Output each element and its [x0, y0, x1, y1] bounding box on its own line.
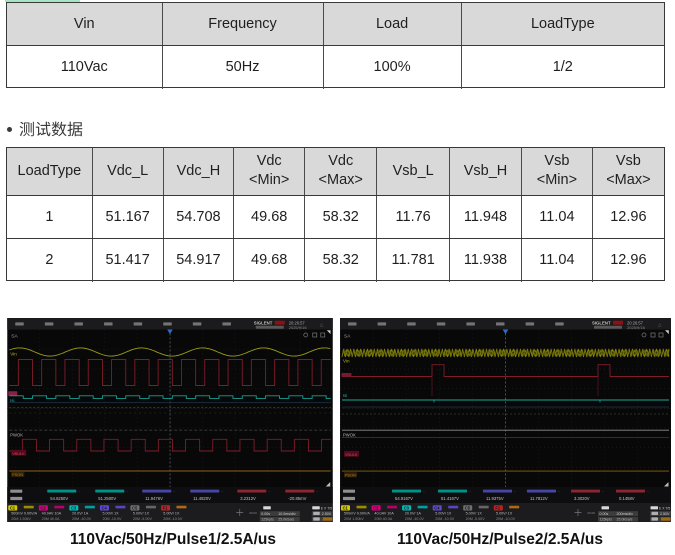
svg-text:11.7812V: 11.7812V [530, 496, 548, 501]
svg-text:25.0kSa/s: 25.0kSa/s [617, 518, 633, 522]
svg-text:~: ~ [558, 490, 560, 494]
svg-text:200ms/div: 200ms/div [617, 512, 634, 516]
svg-text:PSON: PSON [345, 473, 356, 477]
svg-text:SIGLENT: SIGLENT [592, 321, 611, 326]
svg-text:54.9167V: 54.9167V [395, 496, 413, 501]
svg-text:5.00V/ 1X: 5.00V/ 1X [133, 511, 150, 515]
svg-text:00:00: 00:00 [249, 511, 257, 515]
svg-text:~: ~ [647, 490, 649, 494]
svg-text:20.0V/ 1A: 20.0V/ 1A [405, 511, 422, 515]
svg-text:C3: C3 [71, 506, 77, 511]
svg-text:C1: C1 [10, 506, 16, 511]
svg-text:SA: SA [344, 334, 351, 340]
svg-text:△: △ [658, 322, 662, 327]
svg-text:125kpts: 125kpts [261, 518, 274, 522]
svg-text:11.9476V: 11.9476V [145, 496, 163, 501]
svg-text:20M -10.0V: 20M -10.0V [163, 517, 183, 521]
svg-text:F1: F1 [163, 506, 169, 511]
svg-text:3.2312V: 3.2312V [240, 496, 256, 501]
svg-text:25.0kSa/s: 25.0kSa/s [278, 518, 294, 522]
svg-text:40.0AV 10A: 40.0AV 10A [374, 511, 394, 515]
svg-text:3.3020V: 3.3020V [574, 496, 590, 501]
svg-text:500mV 0.00V/A: 500mV 0.00V/A [344, 511, 370, 515]
svg-text:C2: C2 [373, 506, 379, 511]
svg-text:20:26:57: 20:26:57 [627, 321, 644, 326]
svg-text:0.1458V: 0.1458V [619, 496, 635, 501]
svg-text:C5: C5 [465, 506, 471, 511]
svg-text:C3: C3 [404, 506, 410, 511]
svg-text:~: ~ [423, 490, 425, 494]
svg-text:20.0V/ 1A: 20.0V/ 1A [72, 511, 89, 515]
svg-text:20M 40.0A: 20M 40.0A [374, 517, 392, 521]
svg-text:5.00V/ 1X: 5.00V/ 1X [102, 511, 119, 515]
svg-text:~: ~ [126, 490, 128, 494]
svg-text:5.00V/ 1X: 5.00V/ 1X [435, 511, 452, 515]
svg-text:PWOK: PWOK [10, 432, 23, 437]
svg-text:PWOK: PWOK [343, 432, 356, 437]
svg-text:SIGLENT: SIGLENT [254, 321, 273, 326]
svg-text:E X T/5 DC: E X T/5 DC [321, 506, 333, 510]
svg-text:~: ~ [316, 490, 318, 494]
svg-text:~: ~ [602, 490, 604, 494]
svg-text:0.00s: 0.00s [261, 512, 270, 516]
svg-text:PSON: PSON [12, 473, 23, 477]
svg-text:500mV 0.00V/A: 500mV 0.00V/A [11, 511, 37, 515]
svg-text:Isi: Isi [10, 398, 14, 403]
svg-text:20M 40.0A: 20M 40.0A [42, 517, 60, 521]
svg-text:20M -40.0V: 20M -40.0V [405, 517, 425, 521]
svg-text:-20.85mV: -20.85mV [288, 496, 306, 501]
svg-text:20M -5.00V: 20M -5.00V [466, 517, 486, 521]
svg-text:Isi: Isi [343, 393, 347, 398]
svg-text:5.00V/ 1X: 5.00V/ 1X [466, 511, 483, 515]
svg-text:~: ~ [173, 490, 175, 494]
svg-text:20M -10.0V: 20M -10.0V [435, 517, 455, 521]
svg-text:51.4167V: 51.4167V [441, 496, 459, 501]
svg-text:20M -5.00V: 20M -5.00V [133, 517, 153, 521]
svg-text:00:00: 00:00 [588, 511, 596, 515]
svg-text:VBULK: VBULK [345, 453, 358, 457]
svg-text:F1: F1 [495, 506, 501, 511]
svg-text:2.50V: 2.50V [322, 512, 332, 516]
svg-text:C2: C2 [40, 506, 46, 511]
svg-text:5.00V/ 1X: 5.00V/ 1X [163, 511, 180, 515]
svg-text:20:26:57: 20:26:57 [289, 321, 306, 326]
svg-text:~: ~ [221, 490, 223, 494]
svg-text:2025/9/16: 2025/9/16 [627, 325, 646, 330]
svg-text:Vin: Vin [10, 352, 17, 357]
svg-text:10.0ms/div: 10.0ms/div [278, 512, 296, 516]
svg-text:20M 1.50kV: 20M 1.50kV [11, 517, 31, 521]
svg-text:40.0AV 10A: 40.0AV 10A [42, 511, 62, 515]
svg-text:11.9375V: 11.9375V [486, 496, 504, 501]
svg-text:0.00s: 0.00s [600, 512, 609, 516]
svg-text:20M -40.0V: 20M -40.0V [72, 517, 92, 521]
svg-text:E X T/5 DC: E X T/5 DC [659, 506, 671, 510]
svg-text:20M -10.0V: 20M -10.0V [496, 517, 516, 521]
svg-text:2025/9/16: 2025/9/16 [289, 325, 308, 330]
svg-text:△: △ [320, 322, 324, 327]
svg-text:~: ~ [268, 490, 270, 494]
svg-text:~: ~ [514, 490, 516, 494]
svg-text:11.4820V: 11.4820V [193, 496, 211, 501]
svg-text:20M 1.50kV: 20M 1.50kV [344, 517, 364, 521]
svg-text:SA: SA [11, 334, 18, 340]
svg-text:54.6250V: 54.6250V [50, 496, 68, 501]
svg-text:~: ~ [78, 490, 80, 494]
svg-text:C1: C1 [343, 506, 349, 511]
svg-text:Vin: Vin [343, 359, 350, 364]
svg-text:2.50V: 2.50V [660, 512, 670, 516]
svg-text:125kpts: 125kpts [600, 518, 613, 522]
svg-text:VBULK: VBULK [12, 452, 25, 456]
svg-text:5.00V/ 1X: 5.00V/ 1X [496, 511, 513, 515]
svg-text:C5: C5 [132, 506, 138, 511]
svg-text:20M -10.0V: 20M -10.0V [102, 517, 122, 521]
svg-text:~: ~ [469, 490, 471, 494]
svg-text:51.2500V: 51.2500V [98, 496, 116, 501]
svg-text:C4: C4 [102, 506, 108, 511]
svg-text:C4: C4 [434, 506, 440, 511]
